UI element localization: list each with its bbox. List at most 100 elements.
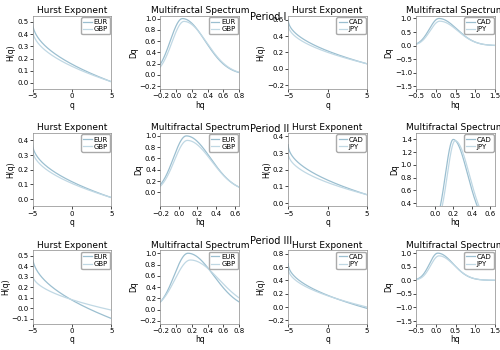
- JPY: [492, 43, 498, 48]
- CAD: [352, 189, 358, 193]
- CAD: [485, 222, 491, 226]
- JPY: [352, 189, 358, 194]
- EUR: [204, 265, 210, 269]
- Line: GBP: GBP: [160, 21, 240, 72]
- CAD: [332, 181, 338, 185]
- GBP: [108, 308, 114, 312]
- GBP: [96, 75, 102, 79]
- Legend: CAD, JPY: CAD, JPY: [464, 134, 494, 152]
- Line: EUR: EUR: [160, 253, 240, 302]
- JPY: [286, 268, 292, 273]
- CAD: [334, 52, 340, 56]
- CAD: [436, 16, 442, 21]
- EUR: [206, 44, 212, 49]
- JPY: [492, 278, 498, 282]
- EUR: [108, 80, 114, 84]
- Legend: EUR, GBP: EUR, GBP: [209, 17, 238, 34]
- JPY: [357, 303, 363, 307]
- EUR: [78, 184, 84, 188]
- X-axis label: hq: hq: [450, 101, 460, 110]
- JPY: [485, 220, 491, 224]
- JPY: [462, 272, 468, 276]
- EUR: [204, 152, 210, 156]
- Title: Multifractal Spectrum: Multifractal Spectrum: [150, 6, 249, 15]
- GBP: [96, 305, 102, 309]
- EUR: [96, 191, 102, 195]
- GBP: [76, 184, 82, 189]
- EUR: [30, 257, 36, 261]
- CAD: [492, 225, 498, 230]
- Legend: CAD, JPY: CAD, JPY: [336, 252, 366, 269]
- EUR: [101, 193, 107, 197]
- EUR: [30, 23, 36, 27]
- JPY: [414, 227, 420, 231]
- JPY: [462, 34, 468, 38]
- X-axis label: hq: hq: [195, 101, 204, 110]
- CAD: [285, 18, 291, 22]
- CAD: [332, 51, 338, 56]
- GBP: [76, 300, 82, 304]
- GBP: [236, 296, 242, 300]
- Legend: EUR, GBP: EUR, GBP: [81, 134, 110, 152]
- JPY: [285, 266, 291, 271]
- GBP: [76, 184, 82, 189]
- EUR: [78, 303, 84, 307]
- CAD: [492, 43, 498, 48]
- Title: Hurst Exponent: Hurst Exponent: [292, 6, 363, 15]
- GBP: [158, 184, 164, 188]
- Text: Period II: Period II: [250, 124, 289, 134]
- JPY: [332, 183, 338, 187]
- EUR: [76, 66, 82, 70]
- EUR: [185, 251, 191, 256]
- JPY: [460, 271, 466, 275]
- X-axis label: q: q: [325, 218, 330, 227]
- GBP: [206, 267, 212, 272]
- GBP: [101, 193, 107, 197]
- GBP: [76, 300, 82, 304]
- GBP: [96, 191, 102, 196]
- CAD: [352, 303, 358, 307]
- EUR: [206, 154, 212, 158]
- GBP: [204, 41, 210, 46]
- CAD: [357, 190, 363, 195]
- Legend: CAD, JPY: CAD, JPY: [336, 134, 366, 152]
- GBP: [184, 138, 190, 142]
- Line: JPY: JPY: [288, 25, 367, 64]
- CAD: [413, 227, 419, 231]
- EUR: [236, 300, 242, 304]
- Line: CAD: CAD: [416, 139, 495, 229]
- CAD: [460, 271, 466, 275]
- Line: EUR: EUR: [32, 144, 112, 198]
- EUR: [158, 182, 164, 187]
- EUR: [158, 62, 164, 66]
- CAD: [413, 42, 419, 46]
- Text: Period III: Period III: [250, 236, 292, 246]
- Y-axis label: H(q): H(q): [256, 279, 266, 295]
- X-axis label: hq: hq: [450, 218, 460, 227]
- Title: Hurst Exponent: Hurst Exponent: [292, 123, 363, 132]
- Y-axis label: Dq: Dq: [384, 47, 394, 58]
- GBP: [224, 64, 230, 69]
- GBP: [181, 19, 187, 23]
- Y-axis label: H(q): H(q): [256, 44, 266, 61]
- JPY: [286, 153, 292, 158]
- JPY: [286, 25, 292, 29]
- Line: GBP: GBP: [160, 260, 240, 302]
- GBP: [78, 185, 84, 189]
- EUR: [30, 253, 36, 258]
- JPY: [460, 152, 466, 156]
- GBP: [206, 155, 212, 160]
- CAD: [332, 52, 338, 56]
- EUR: [30, 145, 36, 149]
- CAD: [285, 262, 291, 266]
- CAD: [364, 193, 370, 197]
- EUR: [158, 300, 164, 304]
- GBP: [78, 68, 84, 72]
- EUR: [108, 196, 114, 200]
- CAD: [485, 278, 491, 282]
- EUR: [206, 267, 212, 271]
- CAD: [460, 271, 466, 275]
- Line: CAD: CAD: [416, 19, 495, 46]
- Title: Multifractal Spectrum: Multifractal Spectrum: [150, 241, 249, 250]
- EUR: [204, 42, 210, 46]
